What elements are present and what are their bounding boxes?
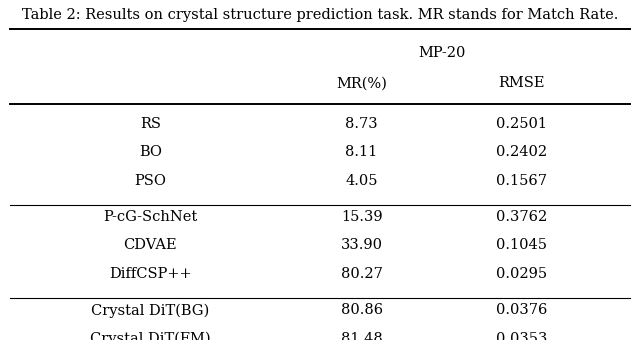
Text: 0.0353: 0.0353 [496,332,547,340]
Text: Crystal DiT(BG): Crystal DiT(BG) [92,303,209,318]
Text: 0.3762: 0.3762 [496,210,547,224]
Text: 8.73: 8.73 [346,117,378,131]
Text: RMSE: RMSE [499,76,545,90]
Text: 15.39: 15.39 [340,210,383,224]
Text: 80.27: 80.27 [340,267,383,281]
Text: 80.86: 80.86 [340,303,383,318]
Text: 81.48: 81.48 [340,332,383,340]
Text: 4.05: 4.05 [346,173,378,188]
Text: 8.11: 8.11 [346,145,378,159]
Text: 0.1045: 0.1045 [496,238,547,253]
Text: 0.0376: 0.0376 [496,303,547,318]
Text: 0.2501: 0.2501 [496,117,547,131]
Text: 0.2402: 0.2402 [496,145,547,159]
Text: 33.90: 33.90 [340,238,383,253]
Text: MP-20: MP-20 [418,46,465,60]
Text: CDVAE: CDVAE [124,238,177,253]
Text: P-cG-SchNet: P-cG-SchNet [103,210,198,224]
Text: RS: RS [140,117,161,131]
Text: BO: BO [139,145,162,159]
Text: DiffCSP++: DiffCSP++ [109,267,192,281]
Text: MR(%): MR(%) [336,76,387,90]
Text: 0.1567: 0.1567 [496,173,547,188]
Text: PSO: PSO [134,173,166,188]
Text: 0.0295: 0.0295 [496,267,547,281]
Text: Crystal DiT(FM): Crystal DiT(FM) [90,332,211,340]
Text: Table 2: Results on crystal structure prediction task. MR stands for Match Rate.: Table 2: Results on crystal structure pr… [22,8,618,22]
